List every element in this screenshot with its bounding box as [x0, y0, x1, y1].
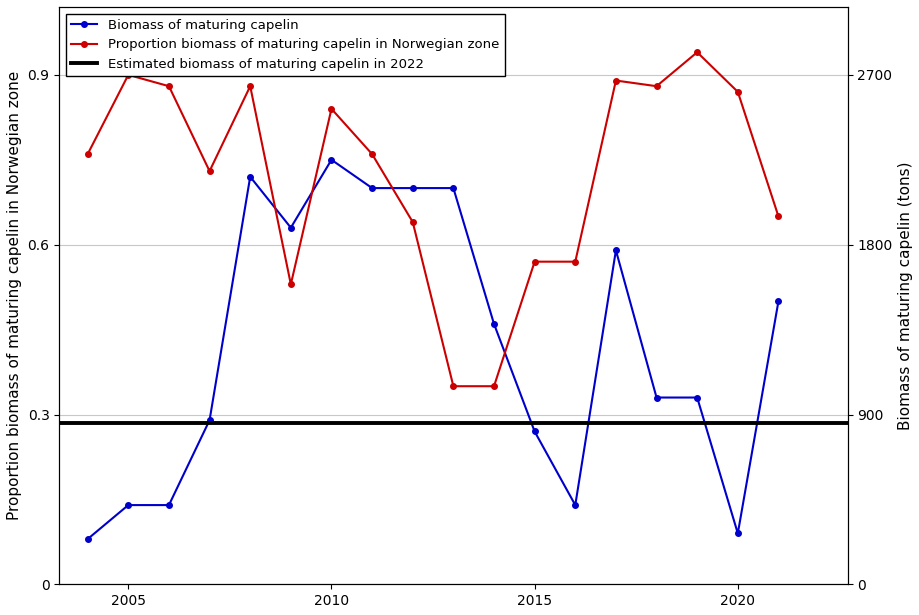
- Biomass of maturing capelin: [448, 184, 459, 192]
- Y-axis label: Biomass of maturing capelin (tons): Biomass of maturing capelin (tons): [897, 161, 912, 430]
- Line: Proportion biomass of maturing capelin in Norwegian zone: Proportion biomass of maturing capelin i…: [85, 49, 780, 389]
- Line: Biomass of maturing capelin: Biomass of maturing capelin: [85, 157, 780, 542]
- Biomass of maturing capelin: [204, 416, 215, 424]
- Biomass of maturing capelin: [651, 394, 662, 401]
- Biomass of maturing capelin: [164, 501, 175, 509]
- Proportion biomass of maturing capelin in Norwegian zone: [325, 105, 336, 113]
- Proportion biomass of maturing capelin in Norwegian zone: [691, 49, 702, 56]
- Biomass of maturing capelin: [285, 224, 296, 231]
- Biomass of maturing capelin: [122, 501, 133, 509]
- Proportion biomass of maturing capelin in Norwegian zone: [244, 82, 255, 90]
- Proportion biomass of maturing capelin in Norwegian zone: [448, 383, 459, 390]
- Proportion biomass of maturing capelin in Norwegian zone: [285, 280, 296, 288]
- Biomass of maturing capelin: [325, 156, 336, 164]
- Proportion biomass of maturing capelin in Norwegian zone: [609, 77, 620, 84]
- Proportion biomass of maturing capelin in Norwegian zone: [164, 82, 175, 90]
- Proportion biomass of maturing capelin in Norwegian zone: [569, 258, 580, 265]
- Biomass of maturing capelin: [772, 298, 783, 305]
- Biomass of maturing capelin: [82, 536, 93, 543]
- Biomass of maturing capelin: [488, 320, 499, 328]
- Biomass of maturing capelin: [244, 173, 255, 180]
- Biomass of maturing capelin: [528, 428, 539, 435]
- Proportion biomass of maturing capelin in Norwegian zone: [82, 151, 93, 158]
- Proportion biomass of maturing capelin in Norwegian zone: [122, 71, 133, 79]
- Proportion biomass of maturing capelin in Norwegian zone: [488, 383, 499, 390]
- Proportion biomass of maturing capelin in Norwegian zone: [407, 218, 418, 226]
- Biomass of maturing capelin: [569, 501, 580, 509]
- Legend: Biomass of maturing capelin, Proportion biomass of maturing capelin in Norwegian: Biomass of maturing capelin, Proportion …: [66, 14, 505, 76]
- Biomass of maturing capelin: [732, 530, 743, 537]
- Proportion biomass of maturing capelin in Norwegian zone: [772, 213, 783, 220]
- Biomass of maturing capelin: [691, 394, 702, 401]
- Y-axis label: Proportion biomass of maturing capelin in Norwegian zone: Proportion biomass of maturing capelin i…: [7, 71, 22, 520]
- Proportion biomass of maturing capelin in Norwegian zone: [732, 88, 743, 95]
- Biomass of maturing capelin: [407, 184, 418, 192]
- Proportion biomass of maturing capelin in Norwegian zone: [204, 167, 215, 175]
- Proportion biomass of maturing capelin in Norwegian zone: [366, 151, 377, 158]
- Proportion biomass of maturing capelin in Norwegian zone: [528, 258, 539, 265]
- Biomass of maturing capelin: [366, 184, 377, 192]
- Proportion biomass of maturing capelin in Norwegian zone: [651, 82, 662, 90]
- Biomass of maturing capelin: [609, 247, 620, 254]
